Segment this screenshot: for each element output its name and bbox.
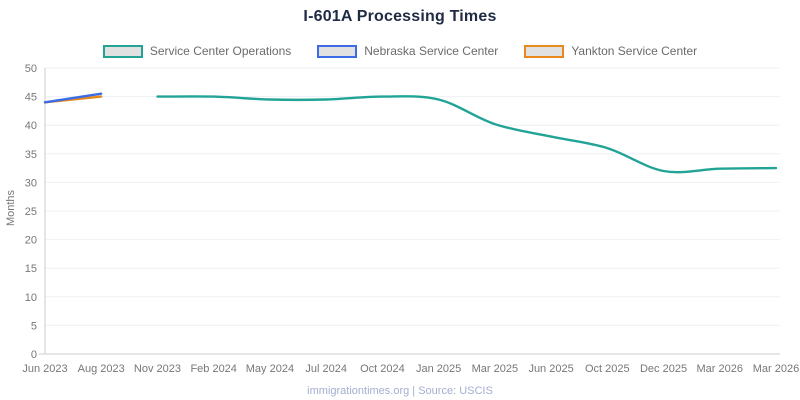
legend-item-yankton-service-center[interactable]: Yankton Service Center bbox=[524, 44, 697, 58]
legend-label: Yankton Service Center bbox=[571, 44, 698, 58]
y-tick-label: 35 bbox=[25, 149, 37, 161]
y-tick-label: 40 bbox=[25, 120, 37, 132]
x-tick-label: Jun 2023 bbox=[22, 363, 67, 375]
series-line-nebraska-service-center bbox=[43, 92, 103, 104]
x-tick-label: May 2024 bbox=[246, 363, 294, 375]
x-tick-label: Aug 2023 bbox=[78, 363, 125, 375]
legend-label: Nebraska Service Center bbox=[364, 44, 499, 58]
y-tick-label: 45 bbox=[25, 92, 37, 104]
x-tick-label: Oct 2025 bbox=[585, 363, 630, 375]
y-tick-label: 20 bbox=[25, 235, 37, 247]
legend: Service Center Operations Nebraska Servic… bbox=[0, 44, 800, 58]
x-tick-label: Oct 2024 bbox=[360, 363, 405, 375]
series-line-service-center-operations bbox=[156, 95, 778, 174]
y-tick-label: 0 bbox=[31, 349, 37, 361]
x-tick-label: Mar 2026 bbox=[697, 363, 743, 375]
legend-item-service-center-operations[interactable]: Service Center Operations bbox=[102, 44, 292, 58]
y-tick-label: 25 bbox=[25, 206, 37, 218]
chart-title: I-601A Processing Times bbox=[303, 8, 497, 25]
x-tick-label: Jun 2025 bbox=[528, 363, 573, 375]
x-tick-label: Nov 2023 bbox=[134, 363, 181, 375]
chart-footer: immigrationtimes.org | Source: USCIS bbox=[307, 385, 493, 397]
y-tick-label: 50 bbox=[25, 63, 37, 75]
legend-swatch-yankton-service-center bbox=[524, 44, 565, 58]
x-tick-label: Feb 2024 bbox=[190, 363, 236, 375]
x-tick-label: Jan 2025 bbox=[416, 363, 461, 375]
legend-label: Service Center Operations bbox=[149, 44, 292, 58]
y-tick-label: 15 bbox=[25, 263, 37, 275]
x-tick-label: Jul 2024 bbox=[305, 363, 347, 375]
x-tick-label: Mar 2025 bbox=[472, 363, 518, 375]
x-tick-label: Dec 2025 bbox=[640, 363, 687, 375]
y-tick-label: 10 bbox=[25, 292, 37, 304]
legend-item-nebraska-service-center[interactable]: Nebraska Service Center bbox=[317, 44, 498, 58]
y-axis-label: Months bbox=[5, 189, 17, 227]
x-tick-label: Mar 2026 bbox=[753, 363, 799, 375]
legend-swatch-nebraska-service-center bbox=[317, 44, 358, 58]
legend-swatch-service-center-operations bbox=[102, 44, 143, 58]
y-tick-label: 5 bbox=[31, 320, 37, 332]
y-tick-label: 30 bbox=[25, 177, 37, 189]
